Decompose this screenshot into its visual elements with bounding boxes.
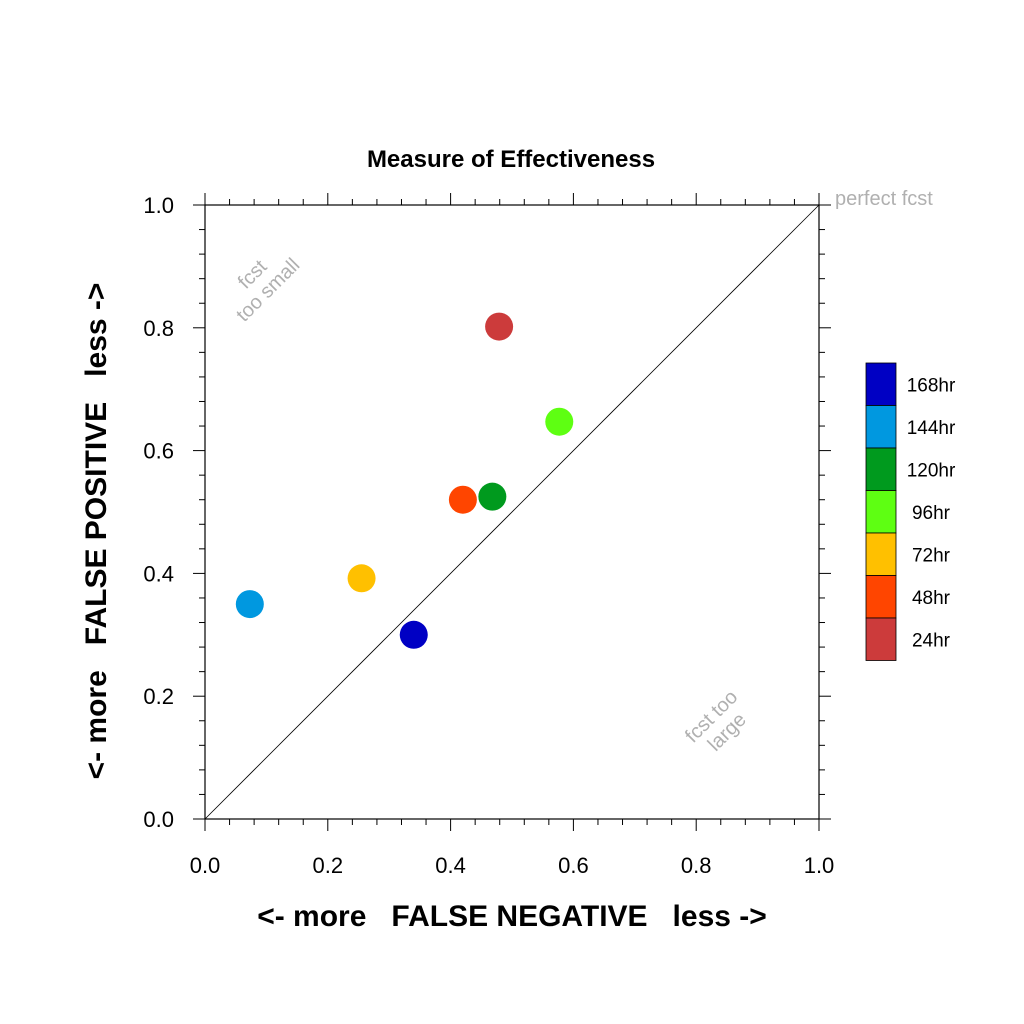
plot-frame — [204, 204, 820, 820]
axis-ticks — [193, 193, 831, 831]
y-tick-label: 0.0 — [143, 807, 174, 832]
perfect-forecast-line — [204, 204, 820, 820]
legend-swatch-120hr — [865, 447, 897, 491]
chart-title: Measure of Effectiveness — [367, 146, 655, 173]
y-tick-label: 0.8 — [143, 316, 174, 341]
y-tick-label: 0.4 — [143, 561, 174, 586]
perfect-forecast-annotation: perfect fcst — [835, 188, 933, 210]
legend-label-96hr: 96hr — [912, 503, 951, 524]
legend-label-24hr: 24hr — [912, 630, 951, 651]
legend-label-48hr: 48hr — [912, 588, 951, 609]
x-tick-label: 0.6 — [558, 853, 589, 878]
x-tick-label: 1.0 — [804, 853, 835, 878]
point-144hr — [235, 590, 264, 619]
data-points — [235, 312, 574, 649]
x-tick-label: 0.8 — [681, 853, 712, 878]
too-small-annotation: fcst too small — [232, 254, 304, 326]
legend-swatch-72hr — [865, 532, 897, 576]
point-168hr — [399, 620, 428, 649]
legend-swatch-24hr — [865, 617, 897, 661]
x-tick-label: 0.2 — [313, 853, 344, 878]
point-120hr — [478, 482, 507, 511]
y-tick-labels: 0.0 0.2 0.4 0.6 0.8 1.0 — [143, 193, 174, 832]
legend-swatch-48hr — [865, 575, 897, 619]
point-96hr — [545, 407, 574, 436]
x-tick-labels: 0.0 0.2 0.4 0.6 0.8 1.0 — [190, 853, 835, 878]
too-small-line-2: too small — [232, 254, 304, 326]
y-tick-label: 1.0 — [143, 193, 174, 218]
legend-swatch-168hr — [865, 362, 897, 406]
legend-label-144hr: 144hr — [907, 418, 956, 439]
point-48hr — [448, 485, 477, 514]
legend-label-72hr: 72hr — [912, 545, 951, 566]
y-axis-label: <- more FALSE POSITIVE less -> — [80, 283, 113, 780]
x-tick-label: 0.0 — [190, 853, 221, 878]
legend: 168hr 144hr 120hr 96hr 72hr 48hr 24hr — [865, 362, 956, 661]
y-tick-label: 0.2 — [143, 684, 174, 709]
legend-label-120hr: 120hr — [907, 460, 956, 481]
point-24hr — [485, 312, 514, 341]
x-tick-label: 0.4 — [435, 853, 466, 878]
legend-swatch-96hr — [865, 490, 897, 534]
too-large-annotation: fcst too large — [681, 686, 751, 756]
legend-swatch-144hr — [865, 405, 897, 449]
x-axis-label: <- more FALSE NEGATIVE less -> — [257, 900, 767, 933]
point-72hr — [347, 564, 376, 593]
y-tick-label: 0.6 — [143, 439, 174, 464]
legend-label-168hr: 168hr — [907, 375, 956, 396]
